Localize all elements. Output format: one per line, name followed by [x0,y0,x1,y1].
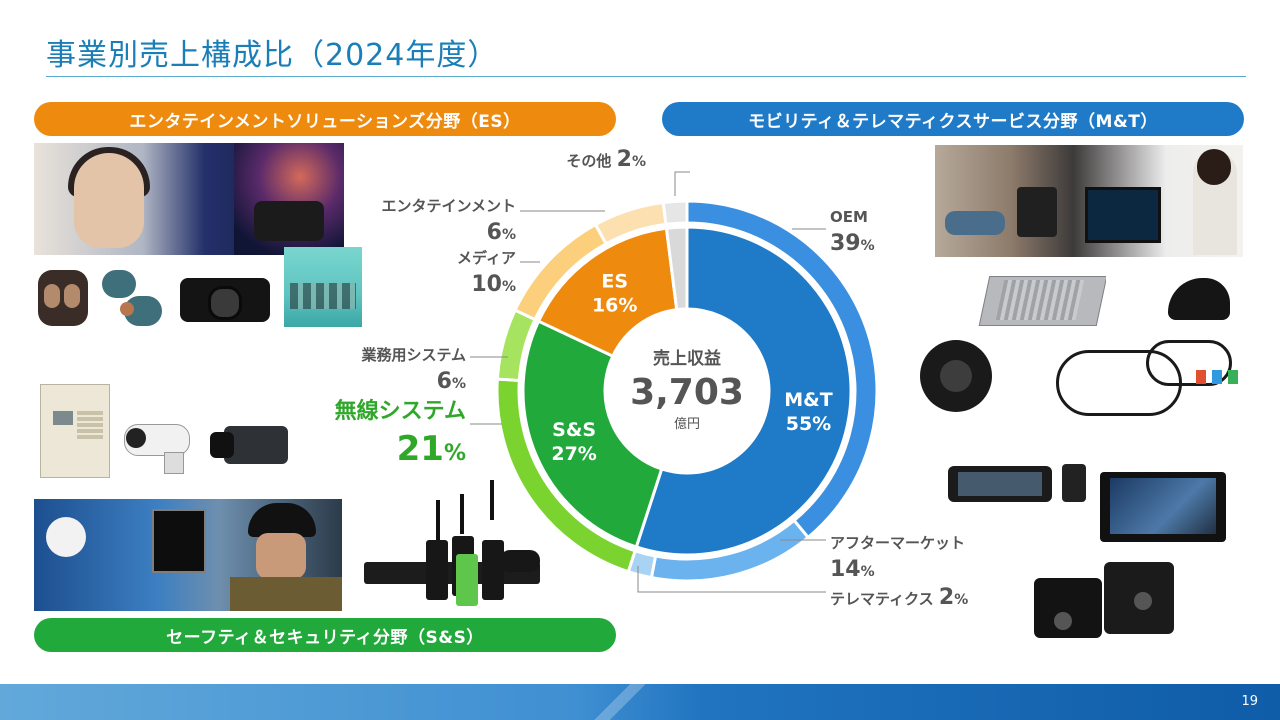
page-title: 事業別売上構成比（2024年度） [46,38,499,73]
inner-slice-s-and-s [521,319,664,549]
box-camera-image [206,418,292,474]
inner-label-es: ES [601,270,628,292]
inner-slice-m-and-t [634,225,853,557]
album-cover-image [284,247,362,327]
outer-label-2: テレマティクス 2% [830,585,968,610]
ss-banner-image [34,499,342,611]
outer-slice-7 [661,199,689,227]
inner-label-s-and-s: S&S [552,419,596,441]
es-banner-image [34,143,344,255]
navigation-unit-image [1098,470,1228,544]
outer-name-0: OEM [830,208,868,226]
car-speaker-image [916,336,996,416]
title-divider [46,76,1246,77]
center-unit: 億円 [674,416,700,432]
center-value: 3,703 [630,372,744,413]
mt-banner-image [935,145,1243,257]
inner-slice-es [536,226,679,359]
radios-image [360,478,550,608]
projector-image [178,268,272,328]
center-label: 売上収益 [653,348,721,369]
mirror-dashcam-image [944,460,1094,506]
page-number: 19 [1241,694,1258,709]
segment-header-mt: モビリティ＆テレマティクスサービス分野（M&T） [662,102,1244,136]
outer-value-0: 39% [830,231,875,256]
outer-value-3: 21% [397,429,466,469]
outer-name-3: 無線システム [335,398,466,424]
footer-bar [0,684,1280,720]
earbuds-case-image [34,262,92,332]
shark-fin-antenna-image [1150,272,1242,342]
outer-value-5: 10% [471,272,516,297]
segment-header-es: エンタテインメントソリューションズ分野（ES） [34,102,616,136]
control-panel-image [40,384,110,478]
outer-value-4: 6% [437,369,466,394]
dashcam-image [1030,558,1180,640]
inner-value-m-and-t: 55% [786,413,831,435]
leader-line-7 [674,171,690,196]
inner-value-s-and-s: 27% [551,443,596,465]
outer-name-4: 業務用システム [360,346,466,364]
outer-value-6: 6% [487,220,516,245]
inner-value-es: 16% [592,294,637,316]
inner-label-m-and-t: M&T [784,389,832,411]
outer-name-5: メディア [457,249,516,267]
outer-value-1: 14% [830,557,875,582]
segment-header-ss: セーフティ＆セキュリティ分野（S&S） [34,618,616,652]
outer-name-1: アフターマーケット [830,534,965,552]
leader-line-2 [637,566,826,593]
earbuds-image [98,262,168,332]
wire-harness-image [1046,330,1242,430]
outer-name-6: エンタテインメント [381,197,516,215]
inner-slice-other [664,225,689,312]
outer-label-7: その他 2% [566,147,646,172]
bullet-camera-image [120,418,194,474]
